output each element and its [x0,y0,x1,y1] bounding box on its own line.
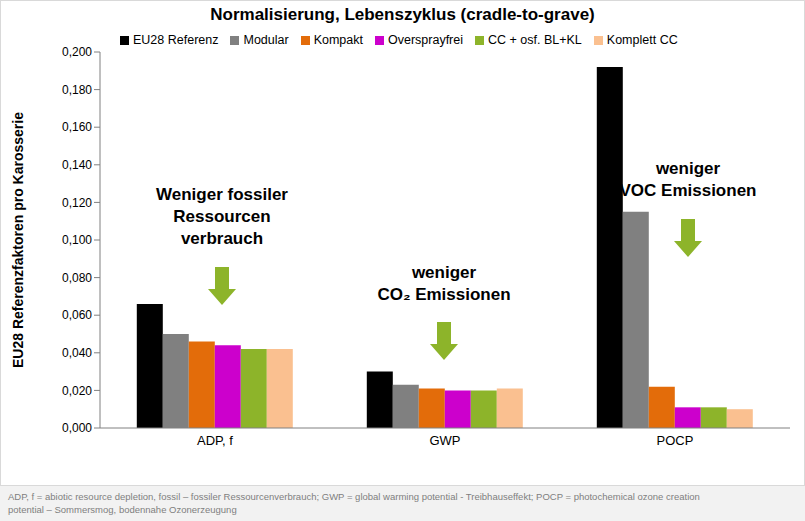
svg-text:0,020: 0,020 [62,384,92,398]
svg-text:0,180: 0,180 [62,83,92,97]
html-text:weniger: weniger [655,159,721,178]
html-text:Weniger fossiler: Weniger fossiler [156,185,288,204]
html-text:weniger: weniger [411,263,477,282]
html-text:ADP, f = abiotic resource depl: ADP, f = abiotic resource depletion, fos… [8,491,700,502]
svg-text:0,140: 0,140 [62,158,92,172]
html-text:VOC Emissionen: VOC Emissionen [619,181,757,200]
svg-text:0,120: 0,120 [62,196,92,210]
html-text:CO₂ Emissionen: CO₂ Emissionen [377,285,511,304]
svg-text:0,080: 0,080 [62,271,92,285]
html-text:verbrauch: verbrauch [180,229,264,248]
svg-text:EU28 Referenzfaktoren pro Karo: EU28 Referenzfaktoren pro Karosserie [10,112,26,368]
html-text:Komplett CC: Komplett CC [606,33,678,47]
svg-text:0,060: 0,060 [62,308,92,322]
svg-text:POCP: POCP [657,433,694,448]
html-text:Oversprayfrei: Oversprayfrei [388,33,463,47]
svg-text:0,100: 0,100 [62,233,92,247]
html-text:Ressourcen: Ressourcen [173,207,271,226]
svg-text:GWP: GWP [429,433,460,448]
html-text:Modular: Modular [243,33,289,47]
html-text:Normalisierung, Lebenszyklus (: Normalisierung, Lebenszyklus (cradle-to-… [210,5,595,24]
html-text:potential – Sommersmog, bodenn: potential – Sommersmog, bodennahe Ozoner… [8,504,237,515]
svg-text:0,000: 0,000 [62,421,92,435]
html-text:EU28 Referenz: EU28 Referenz [133,33,219,47]
svg-text:0,040: 0,040 [62,346,92,360]
html-text:Kompakt: Kompakt [313,33,363,47]
html-text:CC + osf. BL+KL: CC + osf. BL+KL [488,33,582,47]
svg-text:0,160: 0,160 [62,120,92,134]
svg-text:0,200: 0,200 [62,45,92,59]
svg-text:ADP, f: ADP, f [197,433,233,448]
